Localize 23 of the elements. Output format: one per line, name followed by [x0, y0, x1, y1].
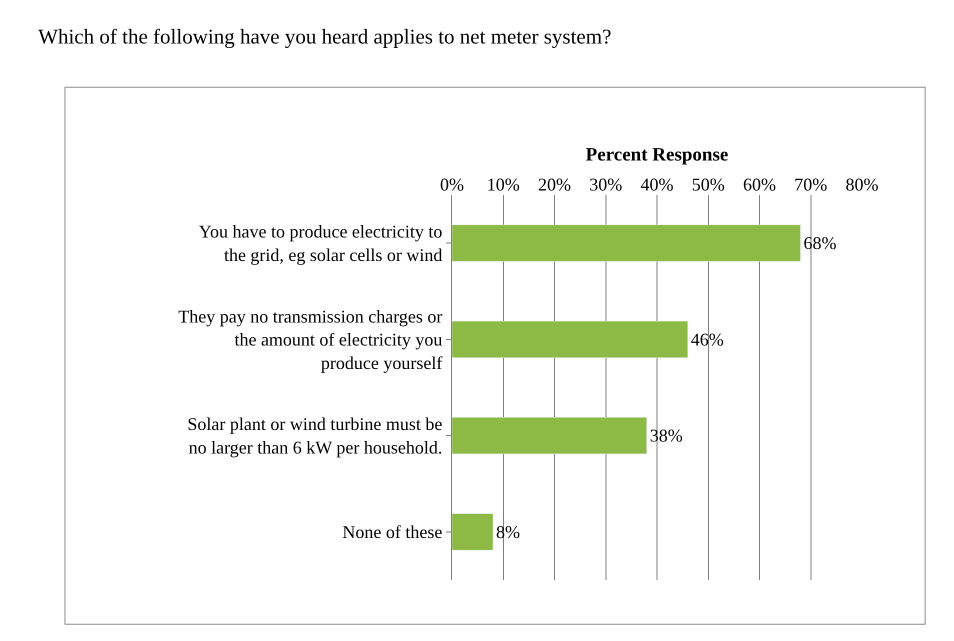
y-tick-label: None of these [342, 522, 442, 542]
x-tick-label: 10% [486, 174, 520, 194]
chart-title: Which of the following have you heard applies to net meter system? [38, 24, 612, 49]
x-tick-label: 80% [846, 174, 878, 194]
x-tick-label: 30% [589, 174, 622, 194]
data-label: 68% [804, 233, 836, 254]
x-tick-label: 50% [692, 174, 725, 194]
data-label: 8% [496, 522, 520, 542]
bar [452, 417, 647, 454]
data-label: 38% [650, 426, 683, 446]
bar [452, 320, 688, 358]
x-tick-label: 0% [440, 174, 464, 194]
y-tick-label: They pay no transmission charges or the amount of electricity you produce yourself [178, 306, 442, 374]
y-tick-label: Solar plant or wind turbine must be no larger than 6 kW per household. [187, 414, 442, 458]
x-tick-label: 40% [640, 174, 674, 194]
data-label: 46% [690, 329, 724, 350]
x-tick-label: 70% [794, 174, 828, 194]
x-tick-label: 20% [538, 174, 571, 194]
x-tick-label: 60% [743, 174, 776, 194]
bar [452, 513, 494, 550]
bar [452, 224, 801, 262]
y-tick-label: You have to produce electricity to the grid, eg solar cells or wind [198, 222, 442, 266]
x-axis-title: Percent Response [586, 144, 728, 166]
